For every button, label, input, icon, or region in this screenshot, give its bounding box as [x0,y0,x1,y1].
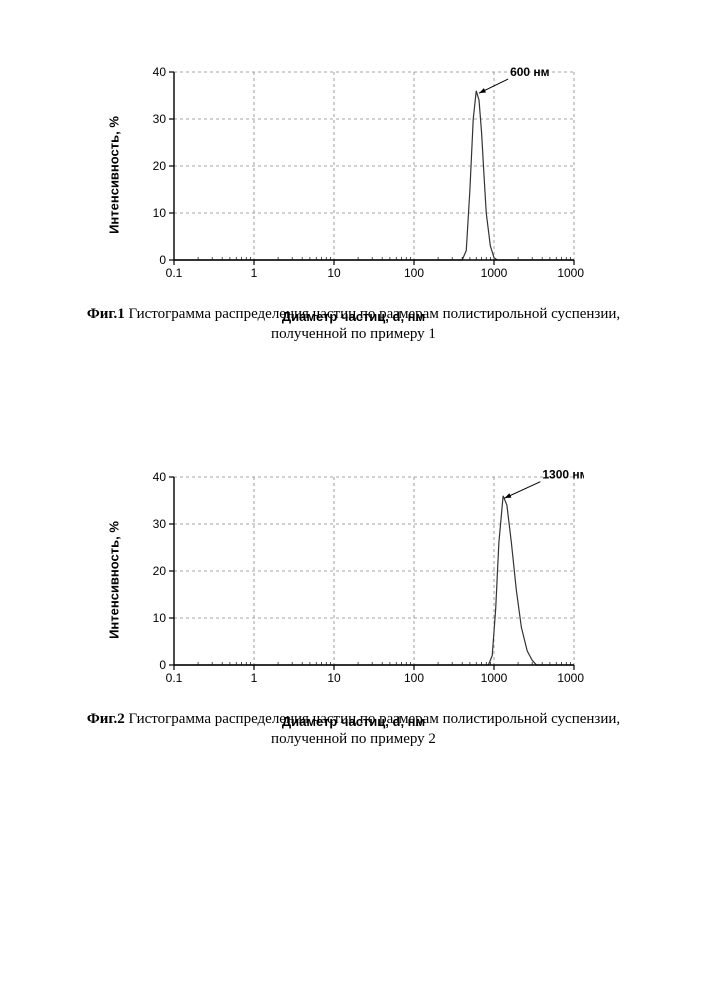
svg-text:20: 20 [152,564,166,578]
figure-2-svg: 0.1 1 10 100 1000 10000 0 10 20 30 40 1300 нм [124,465,584,695]
figure-1-chart: Интенсивность, % 0.111010010001000001020… [124,60,584,290]
svg-text:0.1: 0.1 [165,671,182,685]
svg-text:40: 40 [152,65,166,79]
figure-1-svg: 0.1 1 10 100 1000 10000 0 10 20 30 40 600 нм [124,60,584,290]
svg-text:1: 1 [250,266,257,280]
svg-text:100: 100 [403,266,423,280]
figure-2-block: Интенсивность, % 0.1 1 10 100 1000 10000 0 10 20… [40,465,667,750]
svg-text:20: 20 [152,159,166,173]
svg-text:10: 10 [327,671,341,685]
figure-1-ylabel: Интенсивность, % [106,116,121,234]
svg-text:40: 40 [152,470,166,484]
figure-1-xlabel: Диаметр частиц, d, нм [282,309,425,324]
svg-text:30: 30 [152,112,166,126]
svg-text:10000: 10000 [557,671,584,685]
svg-text:30: 30 [152,517,166,531]
svg-text:0.1: 0.1 [165,266,182,280]
svg-text:10000: 10000 [557,266,584,280]
svg-text:10: 10 [327,266,341,280]
figure-1-block: Интенсивность, % 0.1 1 10 100 1000 10000 0 10 20… [40,60,667,345]
svg-text:1: 1 [250,671,257,685]
svg-text:1300 нм: 1300 нм [542,467,584,481]
figure-2-caption-prefix: Фиг.2 [87,711,125,727]
svg-text:10: 10 [152,206,166,220]
figure-1-caption-prefix: Фиг.1 [87,306,125,322]
figure-2-chart: Интенсивность, % 0.111010010001000001020… [124,465,584,695]
svg-text:100: 100 [403,671,423,685]
svg-text:1000: 1000 [480,266,507,280]
svg-text:0: 0 [159,253,166,267]
svg-text:10: 10 [152,611,166,625]
figure-2-ylabel: Интенсивность, % [106,521,121,639]
svg-text:0: 0 [159,658,166,672]
svg-text:600 нм: 600 нм [510,65,550,79]
svg-text:1000: 1000 [480,671,507,685]
figure-2-xlabel: Диаметр частиц, d, нм [282,714,425,729]
page: Интенсивность, % 0.111010010001000001020… [0,0,707,1000]
